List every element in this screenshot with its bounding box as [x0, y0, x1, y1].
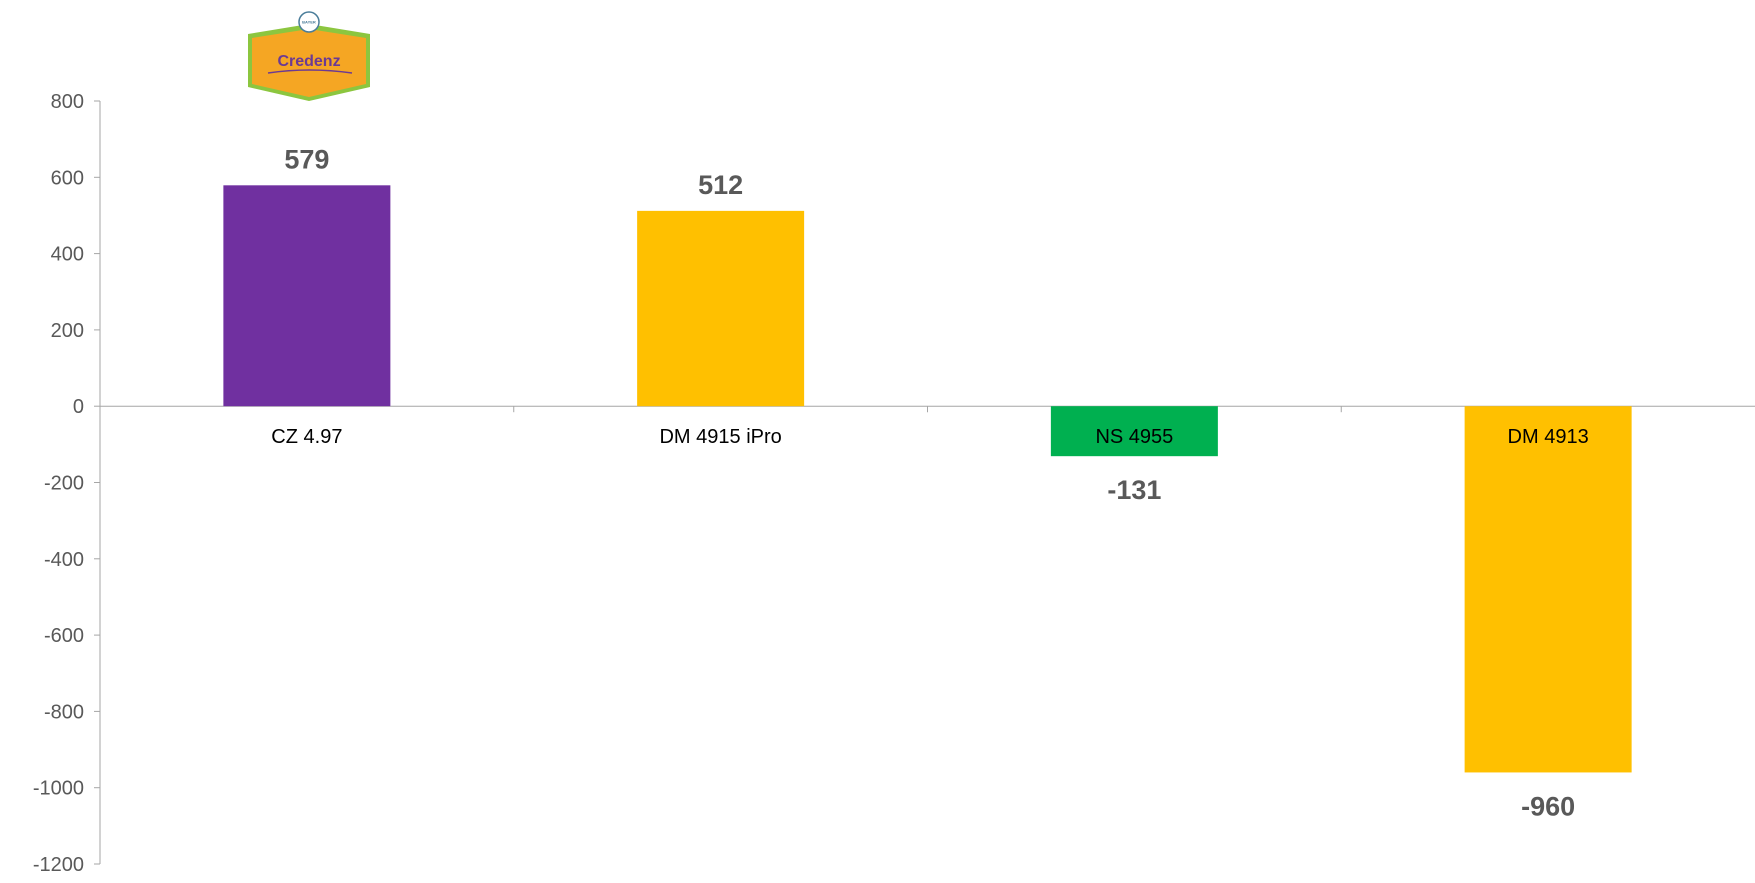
category-label: CZ 4.97: [271, 426, 342, 448]
labels: CZ 4.97 579 DM 4915 iPro 512 NS 4955 -131 DM 4…: [271, 144, 1588, 821]
data-label: -960: [1521, 791, 1575, 821]
credenz-logo: BAYER Credenz: [248, 11, 370, 101]
data-label: 512: [698, 170, 743, 200]
y-tick-label: -200: [44, 473, 84, 495]
y-tick-label: -800: [44, 701, 84, 723]
category-label: DM 4913: [1508, 426, 1589, 448]
bar: [1464, 406, 1632, 773]
y-tick-label: 600: [51, 167, 84, 189]
category-label: DM 4915 iPro: [659, 426, 781, 448]
bar: [1050, 406, 1218, 457]
y-tick-label: -1000: [33, 778, 84, 800]
y-tick-label: 800: [51, 91, 84, 113]
y-tick-label: 400: [51, 244, 84, 266]
y-tick-label: 200: [51, 320, 84, 342]
data-label: 579: [284, 144, 329, 174]
bayer-seal-text: BAYER: [302, 20, 316, 25]
bars: [223, 185, 1632, 773]
y-tick-label: -400: [44, 549, 84, 571]
bar: [223, 185, 391, 407]
y-tick-label: -1200: [33, 854, 84, 876]
category-label: NS 4955: [1095, 426, 1173, 448]
axes: 800 600 400 200 0 -200 -400 -600 -800 -1000 -1200: [33, 91, 1755, 876]
y-tick-label: 0: [73, 396, 84, 418]
bar: [637, 210, 805, 407]
y-tick-label: -600: [44, 625, 84, 647]
logo-brand-text: Credenz: [277, 53, 340, 70]
data-label: -131: [1107, 475, 1161, 505]
